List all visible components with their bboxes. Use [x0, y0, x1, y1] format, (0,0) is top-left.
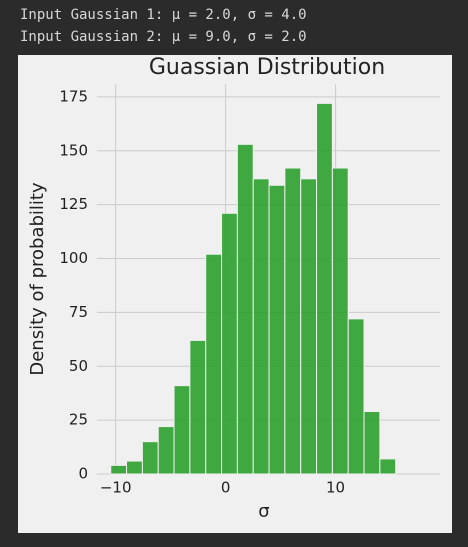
- bar: [110, 464, 128, 475]
- y-tick-label: 25: [69, 411, 88, 429]
- y-tick-label: 0: [78, 465, 88, 483]
- x-tick-label: 10: [326, 479, 345, 497]
- x-axis-label: σ: [258, 501, 269, 522]
- bar: [268, 184, 286, 475]
- y-tick-label: 175: [59, 87, 88, 105]
- bar: [205, 253, 223, 475]
- y-tick-label: 125: [59, 195, 88, 213]
- bar: [379, 458, 397, 475]
- y-axis-label: Density of probability: [27, 182, 48, 376]
- x-tick-label: 0: [221, 479, 231, 497]
- bar: [157, 426, 175, 475]
- y-tick-label: 150: [59, 141, 88, 159]
- bar: [331, 167, 349, 475]
- bar: [173, 385, 191, 475]
- bar: [252, 178, 270, 475]
- y-tick-label: 75: [69, 303, 88, 321]
- chart-title: Guassian Distribution: [149, 55, 385, 80]
- bar: [363, 411, 381, 475]
- console-line: Input Gaussian 2: μ = 9.0, σ = 2.0: [20, 29, 307, 45]
- bar: [126, 460, 143, 475]
- y-tick-label: 100: [59, 249, 88, 267]
- x-tick-label: −10: [100, 479, 132, 497]
- y-tick-label: 50: [69, 357, 88, 375]
- bar: [284, 167, 302, 475]
- bar: [347, 318, 365, 475]
- bar: [189, 339, 207, 475]
- bar: [141, 441, 159, 475]
- console-line: Input Gaussian 1: μ = 2.0, σ = 4.0: [20, 7, 307, 23]
- plot: 0 25 50 75 100 125 150 175 −10 0 10: [59, 84, 440, 497]
- bar: [300, 178, 318, 475]
- bar: [221, 212, 238, 475]
- bar: [236, 143, 254, 475]
- bar: [316, 102, 333, 475]
